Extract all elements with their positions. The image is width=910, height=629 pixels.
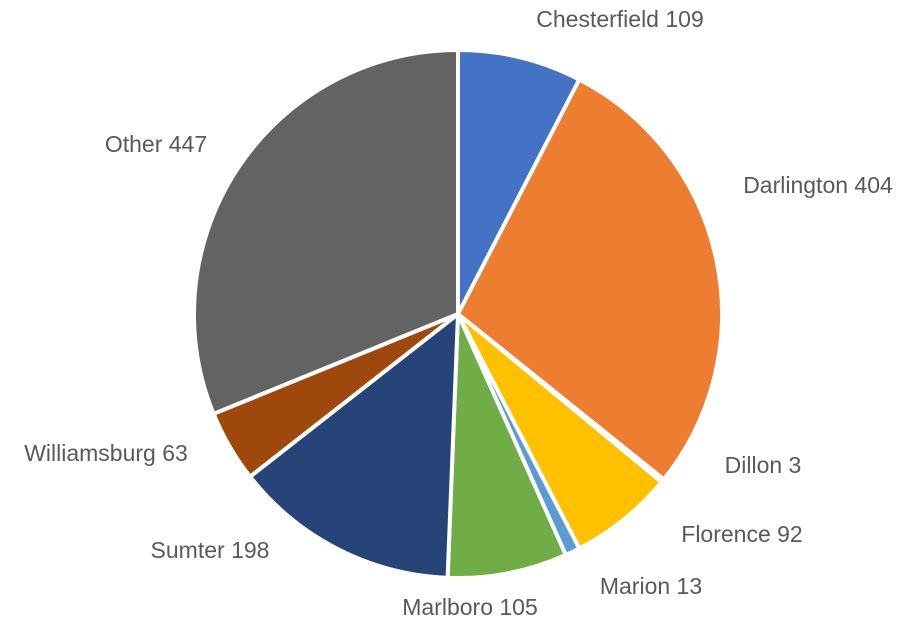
- label-darlington: Darlington 404: [743, 172, 893, 198]
- label-dillon: Dillon 3: [725, 452, 802, 478]
- label-williamsburg: Williamsburg 63: [24, 440, 188, 466]
- label-florence: Florence 92: [681, 521, 802, 547]
- slice-chesterfield: [456, 48, 582, 316]
- pie-labels: Chesterfield 109 Darlington 404 Dillon 3 Fl…: [24, 6, 893, 620]
- label-marion: Marion 13: [600, 573, 702, 599]
- slice-other: [192, 48, 460, 416]
- label-sumter: Sumter 198: [151, 537, 270, 563]
- slice-marlboro: [445, 312, 568, 580]
- pie-slices: [192, 48, 724, 580]
- label-chesterfield: Chesterfield 109: [536, 6, 704, 32]
- slice-sumter: [248, 312, 460, 580]
- slice-darlington: [456, 77, 724, 482]
- label-marlboro: Marlboro 105: [402, 594, 538, 620]
- label-other: Other 447: [105, 131, 207, 157]
